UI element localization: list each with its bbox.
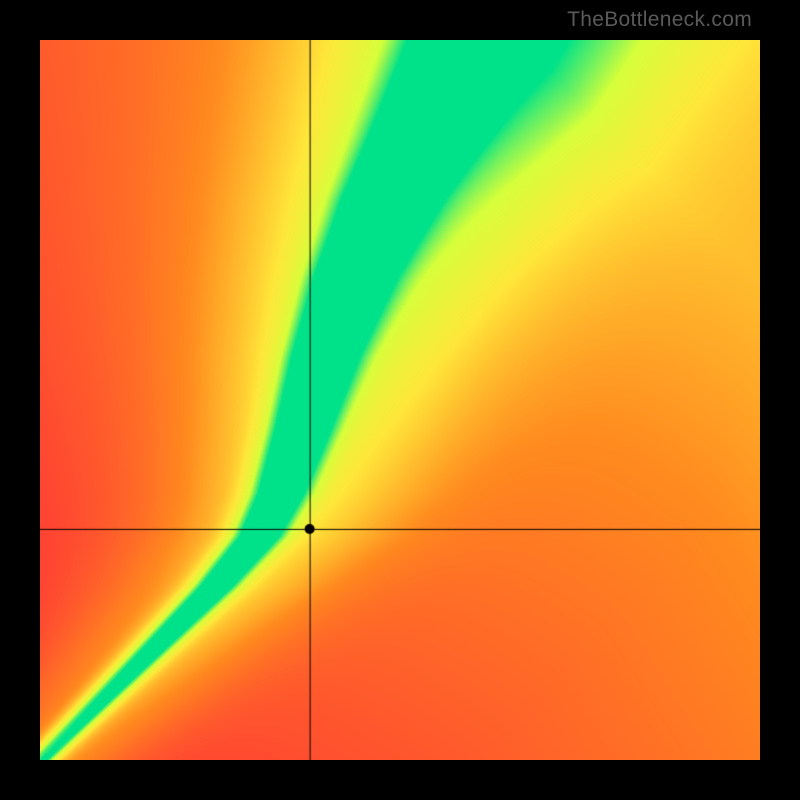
heatmap-chart xyxy=(40,40,760,760)
heatmap-canvas xyxy=(40,40,760,760)
watermark-text: TheBottleneck.com xyxy=(567,8,752,32)
